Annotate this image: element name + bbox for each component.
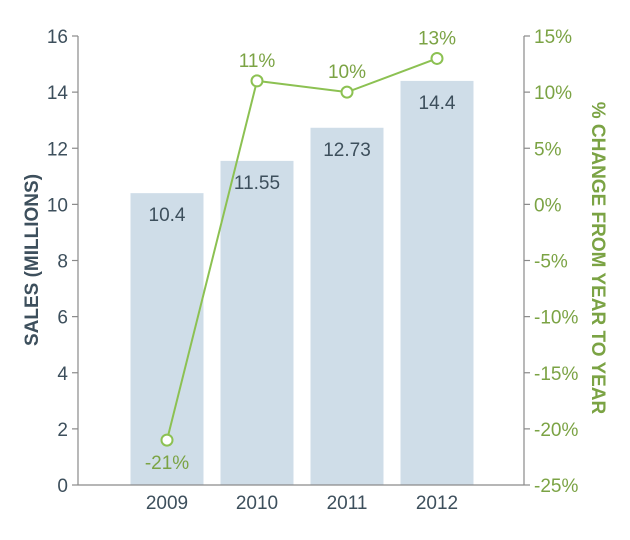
bar-value-label: 14.4 [419, 93, 456, 114]
y2-axis-title: % CHANGE FROM YEAR TO YEAR [587, 102, 608, 415]
x-tick-label: 2010 [236, 493, 278, 514]
bar-value-label: 10.4 [149, 205, 186, 226]
y2-tick-label: -5% [534, 252, 568, 273]
y2-tick-label: -10% [534, 308, 578, 329]
y-tick-label: 8 [57, 252, 68, 273]
y2-tick-label: 15% [534, 27, 572, 48]
y-tick-label: 10 [47, 195, 68, 216]
axes-layer: 0246810121416-25%-20%-15%-10%-5%0%5%10%1… [47, 27, 579, 514]
y-tick-label: 4 [57, 364, 68, 385]
bar-2011 [310, 127, 384, 485]
pct-change-label: 11% [239, 51, 276, 72]
y-tick-label: 16 [47, 27, 68, 48]
x-tick-label: 2009 [146, 493, 188, 514]
y2-tick-label: -20% [534, 420, 578, 441]
y2-tick-label: 10% [534, 83, 572, 104]
bars-layer [130, 80, 474, 486]
y2-tick-label: -15% [534, 364, 578, 385]
y-axis-title: SALES (MILLIONS) [22, 174, 43, 346]
y-tick-label: 6 [57, 308, 68, 329]
pct-change-line [166, 57, 438, 441]
bar-2012 [400, 80, 474, 486]
y2-tick-label: 5% [534, 139, 562, 160]
pct-change-label: -21% [145, 453, 189, 474]
bar-2010 [220, 160, 294, 486]
y2-tick-label: -25% [534, 476, 578, 497]
pct-change-point-2011 [340, 85, 354, 99]
pct-change-label: 10% [328, 62, 366, 83]
x-tick-label: 2011 [327, 493, 368, 514]
pct-change-point-2009 [160, 433, 174, 447]
y2-tick-label: 0% [534, 195, 562, 216]
labels-layer: 10.4 11.55 12.73 14.4 -21% 11% 10% 13% [145, 28, 456, 474]
pct-change-point-2012 [430, 51, 444, 65]
y-tick-label: 2 [57, 420, 68, 441]
line-layer [160, 51, 444, 447]
pct-change-point-2010 [250, 74, 264, 88]
bar-value-label: 12.73 [323, 140, 371, 161]
bar-value-label: 11.55 [234, 173, 280, 194]
y-tick-label: 12 [47, 139, 68, 160]
x-tick-label: 2012 [416, 493, 458, 514]
y-tick-label: 0 [57, 476, 68, 497]
y-tick-label: 14 [47, 83, 69, 104]
pct-change-label: 13% [418, 28, 456, 49]
